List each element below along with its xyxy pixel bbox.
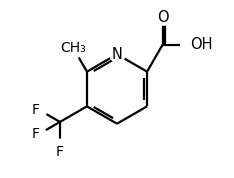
- Text: F: F: [32, 127, 40, 140]
- Text: N: N: [112, 47, 122, 62]
- Text: F: F: [32, 103, 40, 117]
- Text: OH: OH: [190, 37, 213, 52]
- Text: CH₃: CH₃: [60, 41, 86, 55]
- Text: O: O: [157, 10, 168, 25]
- Text: F: F: [56, 145, 64, 159]
